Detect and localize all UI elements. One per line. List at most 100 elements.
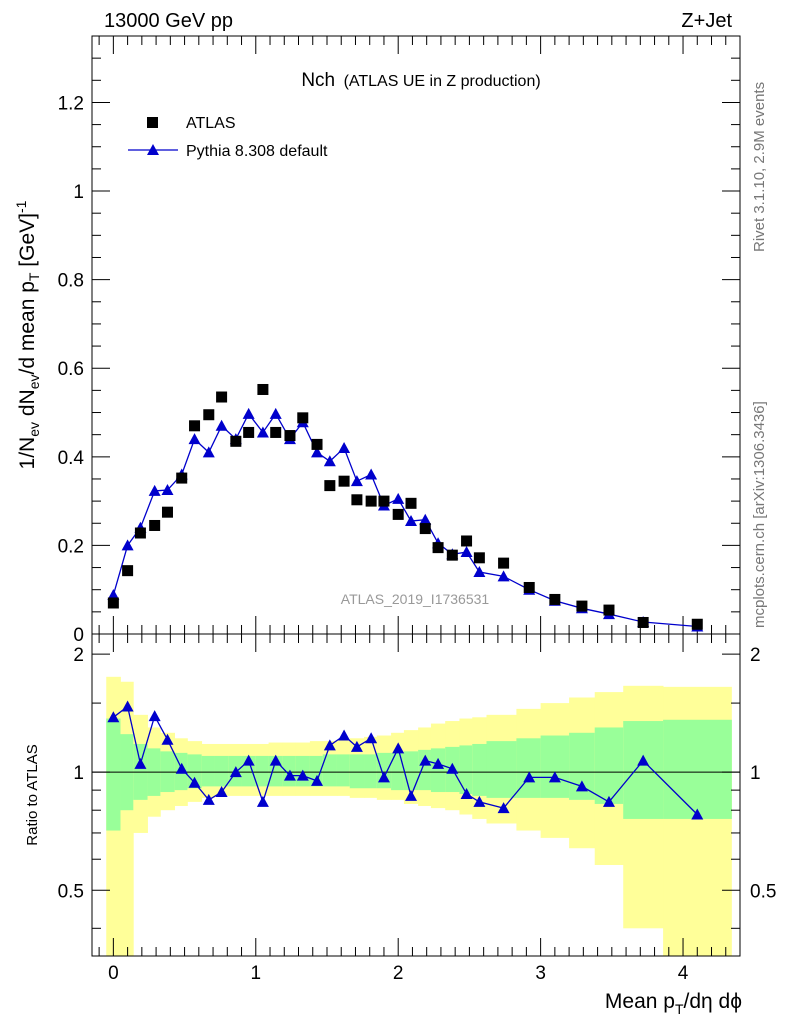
ratio-mc-point: [446, 762, 459, 774]
data-point: [243, 426, 255, 438]
header-left: 13000 GeV pp: [104, 10, 233, 32]
mc-point: [497, 570, 510, 582]
ratio-bands: [92, 676, 740, 956]
ratio-mc-point: [419, 754, 432, 766]
data-point: [216, 391, 228, 403]
data-point: [107, 597, 119, 609]
mc-point: [311, 446, 324, 458]
data-point: [324, 480, 336, 492]
ratio-mc-point: [392, 742, 405, 754]
mc-point: [460, 546, 473, 558]
ratio-band-inner: [322, 754, 338, 787]
data-point: [576, 600, 588, 612]
x-axis-title: Mean pT/dη dϕ: [605, 990, 742, 1017]
x-tick-label: 3: [535, 963, 546, 984]
ratio-mc-point: [121, 700, 134, 712]
mc-point: [148, 484, 161, 496]
ratio-mc-point: [405, 789, 418, 801]
ratio-mc-point: [311, 774, 324, 786]
ratio-band-inner: [255, 755, 269, 787]
ratio-mc-point: [229, 766, 242, 778]
ratio-band-inner: [459, 745, 473, 794]
plot-title-sub: (ATLAS UE in Z production): [344, 73, 541, 90]
mc-point: [392, 492, 405, 504]
mc-point: [269, 407, 282, 419]
mc-point: [350, 475, 363, 487]
mc-point: [405, 515, 418, 527]
legend-label-mc: Pythia 8.308 default: [186, 143, 328, 160]
data-point: [691, 618, 703, 630]
ratio-y-tick-label-right: 1: [750, 763, 761, 784]
x-tick-labels: 0 1 2 3 4: [108, 963, 689, 984]
x-tick-label: 0: [108, 963, 119, 984]
data-point: [351, 494, 363, 506]
ratio-band-inner: [214, 755, 230, 787]
ratio-mc-point: [602, 795, 615, 807]
ratio-mc-point: [637, 754, 650, 766]
main-y-tick-label: 0.2: [58, 536, 84, 557]
ratio-mc-point: [432, 757, 445, 769]
data-point: [230, 435, 242, 447]
ratio-band-inner: [106, 718, 121, 831]
mc-point: [419, 513, 432, 525]
data-point: [311, 438, 323, 450]
legend-label-atlas: ATLAS: [186, 115, 236, 132]
data-point: [189, 420, 201, 432]
mc-point: [161, 484, 174, 496]
ratio-mc-point: [107, 711, 120, 723]
ratio-mc-point: [283, 769, 296, 781]
main-y-tick-label: 0.8: [58, 271, 84, 292]
ratio-band-inner: [336, 754, 351, 787]
ratio-mc-point: [460, 787, 473, 799]
ratio-mc-point: [365, 732, 378, 744]
mcplots-label: mcplots.cern.ch [arXiv:1306.3436]: [751, 401, 768, 628]
legend: ATLAS Pythia 8.308 default: [128, 115, 328, 160]
ratio-band-inner: [364, 754, 378, 789]
ratio-y-tick-label-right: 2: [750, 645, 761, 666]
ratio-y-tick-label: 0.5: [58, 881, 84, 902]
data-point: [297, 412, 309, 424]
main-y-tick-label: 0: [73, 625, 84, 646]
ratio-mc-point: [269, 754, 282, 766]
mc-point: [121, 539, 134, 551]
data-point: [284, 430, 296, 442]
ratio-mc-point: [691, 808, 704, 820]
data-point: [637, 616, 649, 628]
ratio-mc-point: [188, 776, 201, 788]
data-point: [603, 604, 615, 616]
ratio-mc-point: [161, 733, 174, 745]
data-point: [432, 542, 444, 554]
ratio-mc-point: [575, 780, 588, 792]
ratio-mc-point: [548, 771, 561, 783]
legend-marker-mc: [147, 144, 159, 155]
data-point: [365, 495, 377, 507]
ratio-mc-point: [202, 793, 215, 805]
mc-point: [256, 426, 269, 438]
data-point: [392, 508, 404, 520]
data-point: [446, 549, 458, 561]
ratio-band-inner: [403, 751, 419, 791]
plot-title: Nch (ATLAS UE in Z production): [301, 70, 540, 91]
ratio-mc-point: [350, 740, 363, 752]
mc-point: [202, 446, 215, 458]
x-tick-label: 2: [393, 963, 404, 984]
x-tick-label: 4: [678, 963, 689, 984]
ratio-mc-point: [148, 710, 161, 722]
data-point: [405, 497, 417, 509]
mc-point: [365, 468, 378, 480]
ratio-mc-point: [377, 771, 390, 783]
ratio-band-inner: [430, 748, 446, 793]
ratio-band-inner: [349, 754, 365, 789]
ratio-band-inner: [309, 755, 324, 787]
ratio-mc-point: [473, 795, 486, 807]
ratio-mc-point: [523, 771, 536, 783]
data-point: [203, 409, 215, 421]
data-point: [134, 527, 146, 539]
ratio-band-inner: [376, 752, 392, 789]
ratio-panel: 0.5 1 2 0.5 1 2 0 1 2 3 4 Ratio to ATLAS Mean pT…: [24, 633, 776, 1017]
mc-point: [473, 565, 486, 577]
mc-point: [188, 433, 201, 445]
ratio-mc-point: [497, 802, 510, 814]
main-panel: 0 0.2 0.4 0.6 0.8 1 1.2 Nch (ATLAS UE in Z pro…: [13, 35, 741, 646]
